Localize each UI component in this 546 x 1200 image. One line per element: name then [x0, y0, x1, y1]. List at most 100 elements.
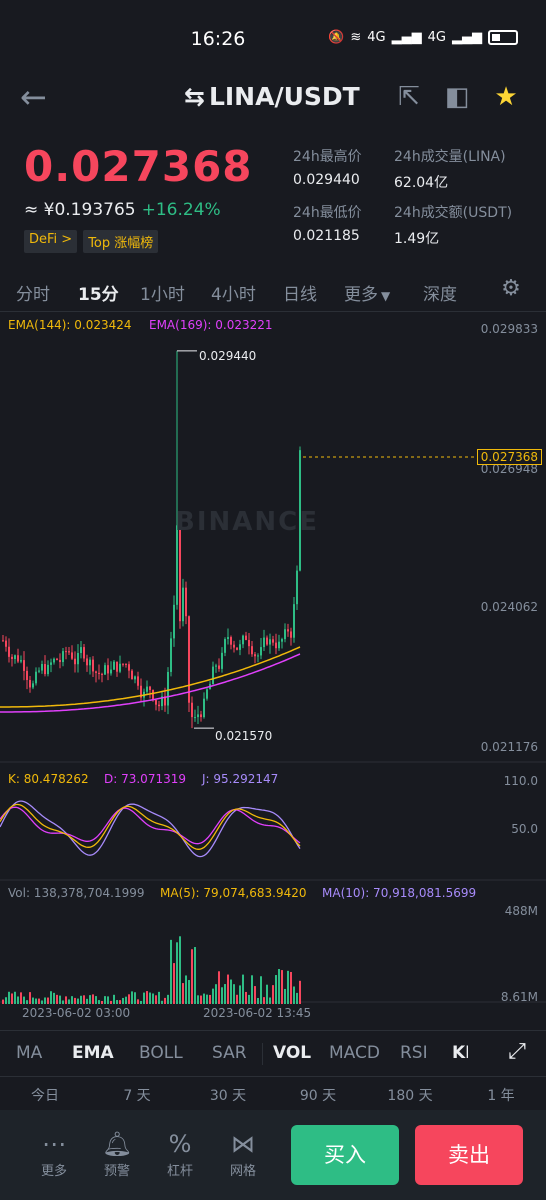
tab-sar[interactable]: SAR [212, 1043, 247, 1063]
candle-body [86, 658, 88, 666]
tag-defi[interactable]: DeFi > [24, 230, 78, 253]
sell-button[interactable]: 卖出 [415, 1125, 523, 1185]
candle-body [17, 655, 19, 662]
y-axis-bottom: 0.021176 [480, 740, 538, 754]
candle-body [98, 672, 100, 674]
grid-button[interactable]: ⋈ 网格 [218, 1130, 268, 1179]
external-link-icon[interactable]: ⇱ [398, 82, 420, 112]
interval-1d[interactable]: 日线 [283, 285, 317, 305]
volume-bar [170, 939, 172, 1004]
tag-top-gainers[interactable]: Top 涨幅榜 [83, 230, 159, 253]
volume-bar [275, 975, 277, 1004]
volume-bar [44, 997, 46, 1004]
candle-body [146, 686, 148, 692]
volume-bar [47, 997, 49, 1004]
perf-today[interactable]: 今日 [31, 1088, 59, 1104]
volume-bar [74, 997, 76, 1004]
candle-body [230, 637, 232, 645]
candle-body [92, 659, 94, 672]
tab-ema[interactable]: EMA [72, 1043, 114, 1063]
volume-bar [104, 996, 106, 1004]
candle-body [5, 640, 7, 647]
volume-bar [131, 991, 133, 1004]
volume-bar [152, 993, 154, 1004]
interval-1h[interactable]: 1小时 [140, 285, 185, 305]
candle-body [32, 683, 34, 688]
pair-title[interactable]: ⇆ LINA/USDT [184, 82, 360, 111]
volume-bar [143, 992, 145, 1004]
tab-ma[interactable]: MA [16, 1043, 43, 1063]
volume-bar [260, 976, 262, 1004]
candle-body [236, 647, 238, 650]
candle-body [113, 661, 115, 670]
candle-body [206, 689, 208, 699]
sliders-icon[interactable]: ⚙ [501, 276, 521, 301]
x-axis-date-1: 2023-06-02 03:00 [22, 1006, 131, 1020]
volume-bar [278, 969, 280, 1004]
volume-bar [167, 994, 169, 1004]
candle-body [68, 651, 70, 653]
star-icon[interactable]: ★ [494, 82, 518, 112]
expand-icon[interactable]: ⤢ [508, 1039, 526, 1064]
volume-bar [188, 980, 190, 1004]
volume-bar [53, 992, 55, 1004]
more-button[interactable]: ⋯ 更多 [29, 1130, 79, 1179]
margin-button[interactable]: % 杠杆 [155, 1130, 205, 1179]
max-price-label: 0.029440 [199, 349, 257, 363]
perf-90d[interactable]: 90 天 [299, 1088, 337, 1104]
volume-bar [224, 984, 226, 1004]
perf-30d[interactable]: 30 天 [209, 1088, 247, 1104]
kdj-d-label: D: 73.071319 [104, 772, 186, 786]
kdj-axis-top: 110.0 [503, 774, 538, 788]
volume-bar [149, 992, 151, 1004]
volume-bar [107, 996, 109, 1004]
alert-button[interactable]: 🔔︎ 预警 [92, 1130, 142, 1179]
candle-body [281, 639, 283, 642]
candle-body [38, 670, 40, 672]
candle-body [296, 570, 298, 605]
tab-kdj[interactable]: KI [452, 1043, 468, 1063]
volume-bar [62, 1000, 64, 1004]
volume-bar [140, 1000, 142, 1004]
volume-bar [146, 991, 148, 1004]
ema169-line [0, 653, 301, 713]
stat-high-value: 0.029440 [293, 172, 360, 188]
candle-body [170, 638, 172, 672]
volume-bar [206, 994, 208, 1004]
perf-7d[interactable]: 7 天 [123, 1088, 151, 1104]
candle-body [110, 669, 112, 674]
volume-bar [245, 991, 247, 1004]
volume-bar [95, 996, 97, 1004]
perf-1y[interactable]: 1 年 [487, 1088, 515, 1104]
arrow-left-icon[interactable]: ← [20, 78, 47, 116]
interval-4h[interactable]: 4小时 [211, 285, 256, 305]
candle-body [278, 641, 280, 649]
volume-bar [242, 974, 244, 1004]
kline-chart[interactable]: EMA(144): 0.023424 EMA(169): 0.023221 0.… [0, 312, 546, 1032]
vol-ma10-label: MA(10): 70,918,081.5699 [322, 886, 477, 900]
volume-bar [65, 996, 67, 1004]
tab-vol[interactable]: VOL [273, 1043, 312, 1063]
candle-body [158, 704, 160, 707]
candle-body [11, 656, 13, 659]
signal-label: 4G [367, 30, 386, 45]
interval-depth[interactable]: 深度 [423, 285, 457, 305]
interval-line[interactable]: 分时 [16, 285, 50, 305]
volume-bar [92, 994, 94, 1004]
tab-rsi[interactable]: RSI [400, 1043, 428, 1063]
volume-bar [197, 995, 199, 1004]
tab-macd[interactable]: MACD [329, 1043, 380, 1063]
candle-body [284, 629, 286, 640]
candle-body [293, 604, 295, 638]
battery-icon [488, 30, 518, 45]
tab-boll[interactable]: BOLL [139, 1043, 183, 1063]
volume-bar [83, 995, 85, 1004]
interval-more[interactable]: 更多 ▼ [344, 280, 390, 305]
interval-15m[interactable]: 15分 [78, 285, 119, 305]
volume-bar [113, 994, 115, 1004]
compare-icon[interactable]: ◧ [444, 82, 470, 112]
kdj-j-label: J: 95.292147 [202, 772, 279, 786]
candle-body [149, 686, 151, 690]
buy-button[interactable]: 买入 [291, 1125, 399, 1185]
perf-180d[interactable]: 180 天 [387, 1088, 433, 1104]
